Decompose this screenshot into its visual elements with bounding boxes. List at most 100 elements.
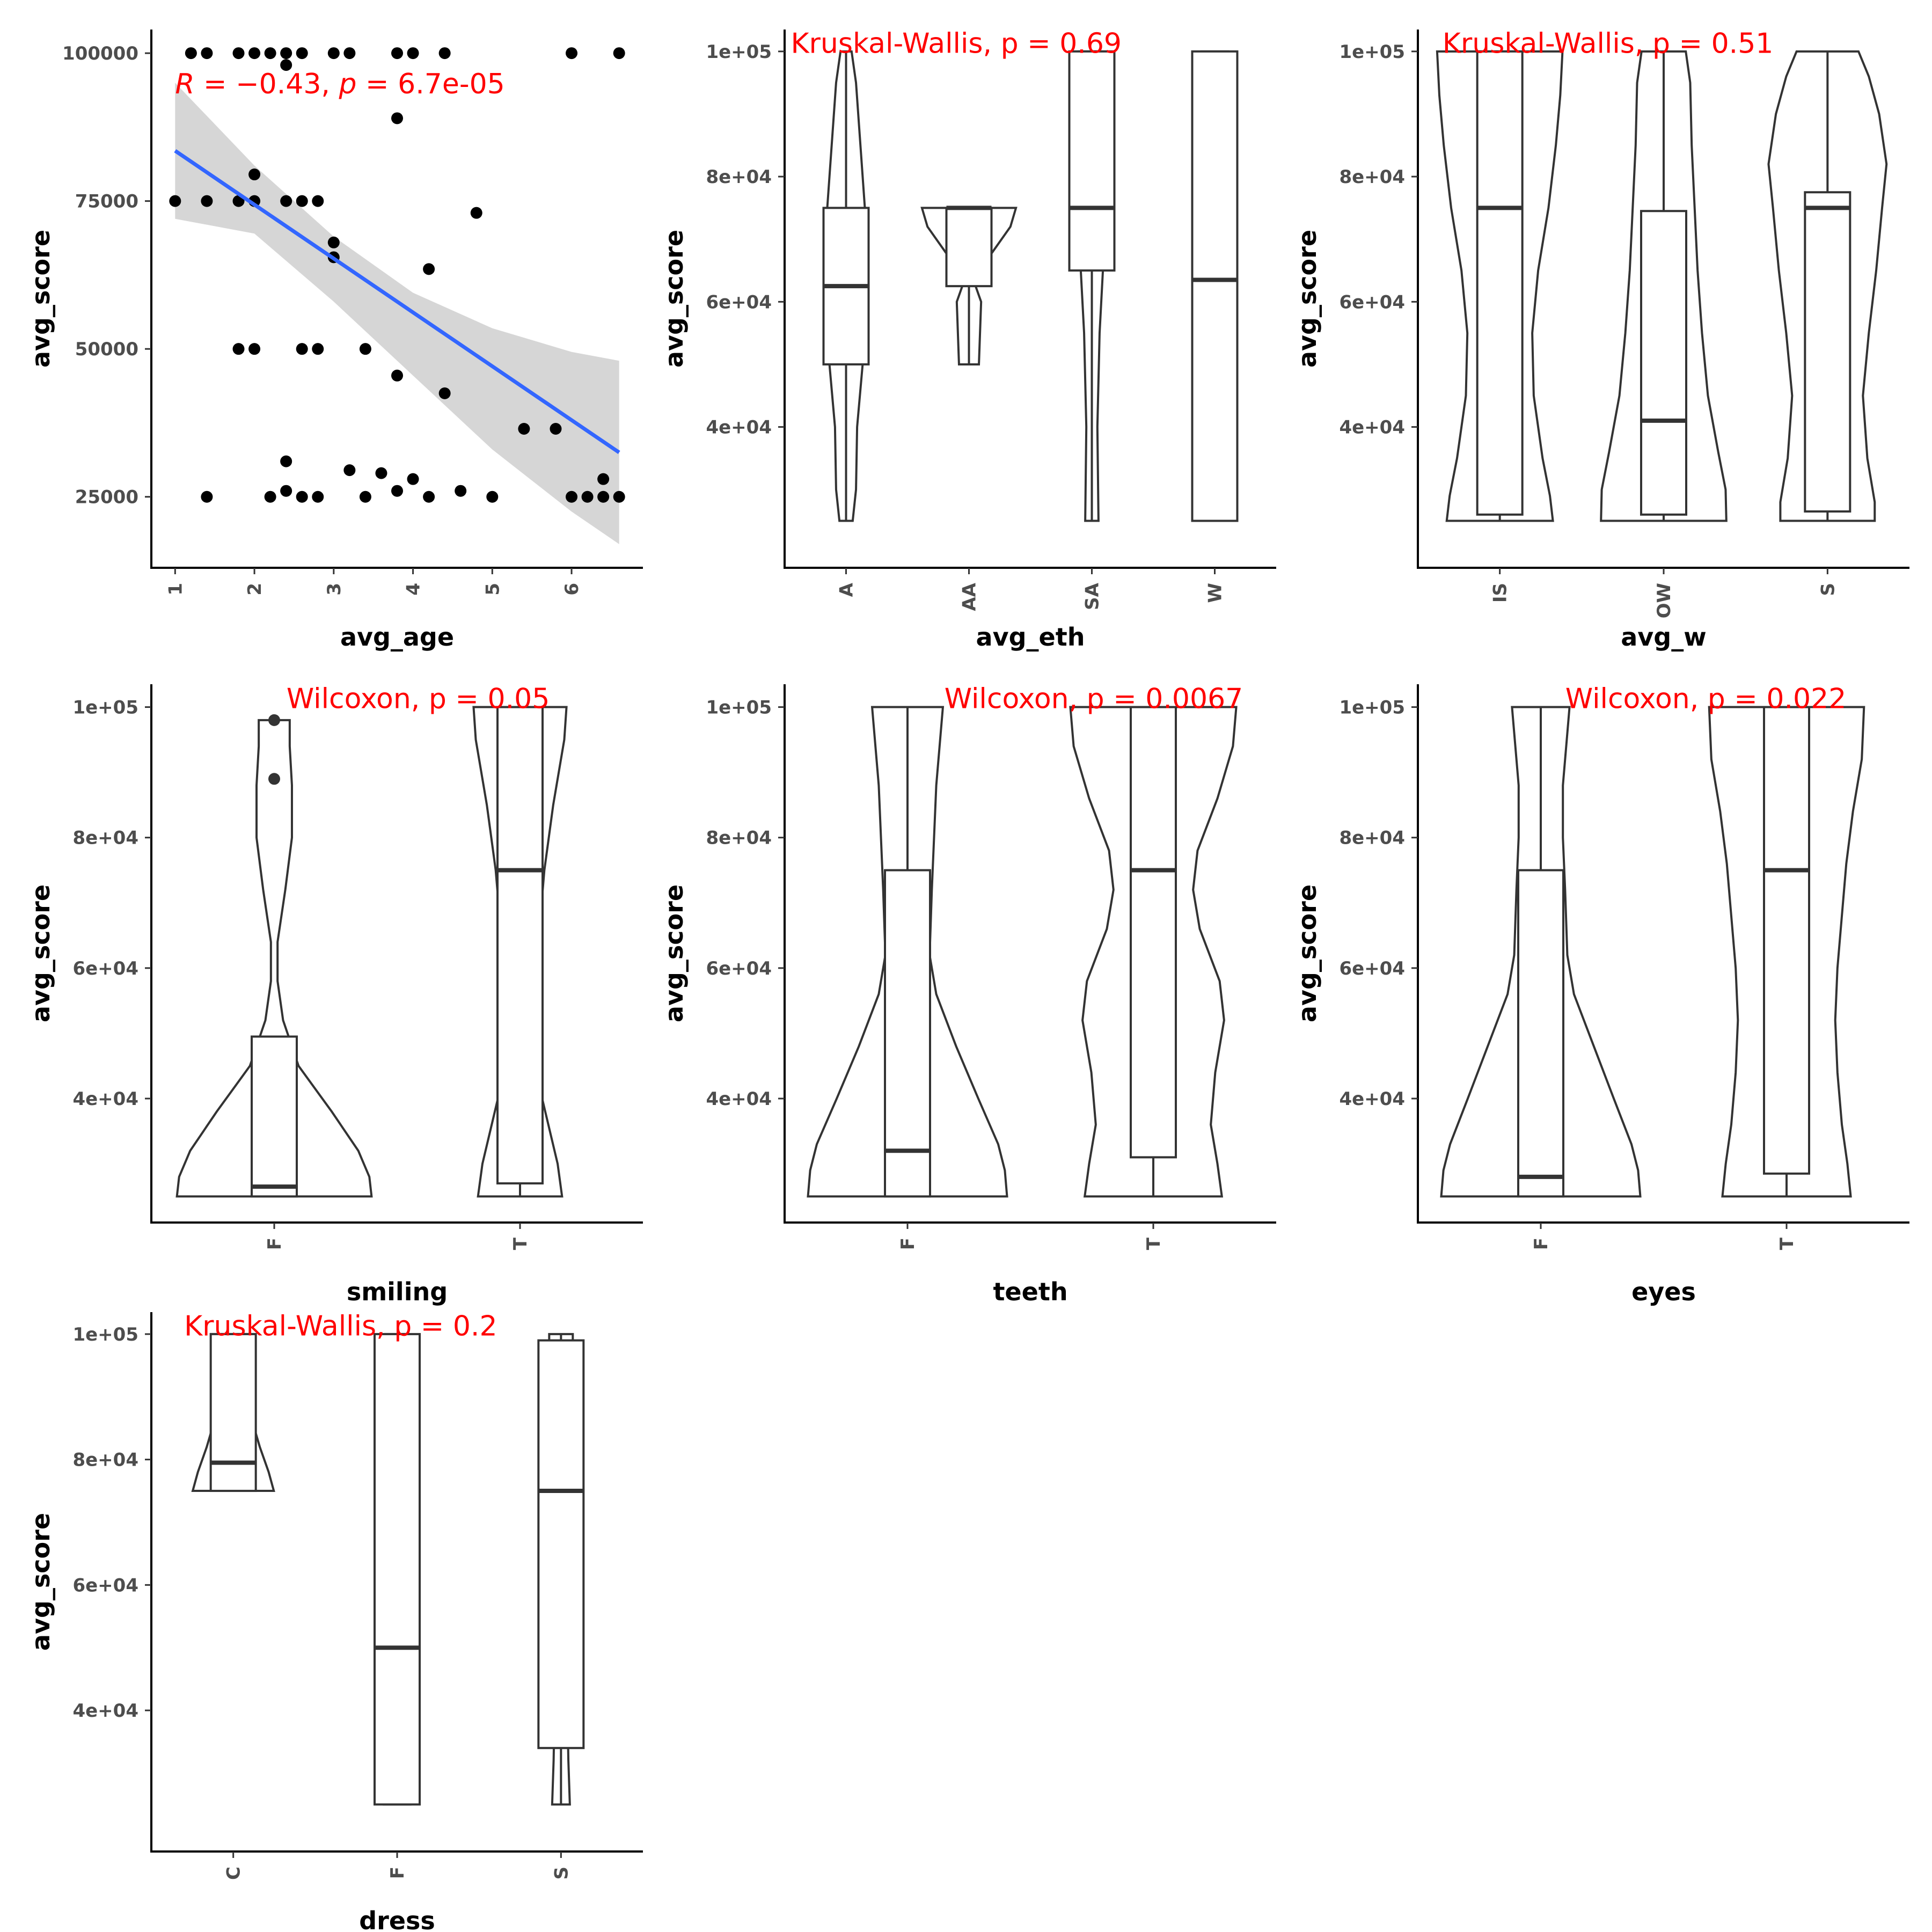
data-point [248, 169, 260, 180]
x-tick-label: W [1205, 583, 1226, 603]
box-F [252, 1037, 297, 1197]
y-tick-label: 8e+04 [706, 166, 772, 188]
x-tick-label: F [1531, 1238, 1552, 1250]
x-axis-title: avg_age [340, 623, 454, 652]
x-tick-label: T [1143, 1237, 1165, 1250]
x-tick-label: OW [1653, 583, 1675, 618]
confidence-band [175, 83, 619, 544]
data-point [248, 47, 260, 59]
data-point [328, 47, 340, 59]
panel-avg-w: Kruskal-Wallis, p = 0.51 4e+04 6e+04 8e+04 1… [1293, 27, 1909, 652]
y-axis-title: avg_score [1293, 884, 1322, 1022]
x-tick-label: F [264, 1238, 286, 1250]
box-T [497, 707, 543, 1184]
data-point [201, 195, 213, 207]
x-tick-label: T [1776, 1237, 1798, 1250]
data-point [391, 47, 403, 59]
x-tick-label: 6 [561, 583, 583, 596]
outlier-point [268, 714, 280, 726]
y-axis-title: avg_score [1293, 230, 1322, 368]
box-SA [1070, 52, 1115, 270]
y-tick-label: 4e+04 [706, 1088, 772, 1110]
y-tick-label: 6e+04 [1339, 291, 1405, 313]
x-tick-label: T [510, 1237, 531, 1250]
panel-smiling: Wilcoxon, p = 0.05 4e+04 6e+04 8e+04 1e+05 F T… [26, 683, 643, 1306]
x-tick-label: F [387, 1867, 408, 1879]
y-tick-label: 25000 [75, 487, 138, 508]
y-tick-label: 8e+04 [1339, 828, 1405, 849]
data-point [280, 47, 292, 59]
stat-label: Kruskal-Wallis, p = 0.51 [1443, 27, 1774, 60]
x-tick-label: 4 [403, 583, 425, 596]
stat-label-part: = −0.43, [194, 68, 339, 100]
data-point [597, 491, 609, 503]
data-point [296, 47, 308, 59]
x-tick-label: SA [1082, 582, 1103, 610]
x-tick-label: 1 [165, 583, 186, 596]
x-axis-title: teeth [993, 1277, 1067, 1306]
x-tick-label: IS [1490, 583, 1511, 603]
y-tick-label: 1e+05 [1339, 41, 1405, 63]
data-point [486, 491, 498, 503]
box-IS [1477, 52, 1523, 515]
data-point [328, 237, 340, 248]
data-point [312, 491, 324, 503]
y-tick-label: 6e+04 [72, 958, 138, 979]
data-point [233, 47, 245, 59]
data-point [343, 47, 355, 59]
data-point [423, 263, 435, 275]
y-tick-label: 4e+04 [1339, 417, 1405, 438]
y-tick-label: 75000 [75, 191, 138, 213]
data-point [265, 47, 276, 59]
stat-label-part: = 6.7e-05 [357, 68, 505, 100]
x-tick-label: S [551, 1867, 572, 1880]
box-AA [947, 208, 992, 286]
stat-label: Wilcoxon, p = 0.0067 [945, 683, 1243, 715]
x-tick-label: F [897, 1238, 919, 1250]
box-T [1131, 707, 1176, 1158]
y-tick-label: 4e+04 [72, 1700, 138, 1722]
x-axis-title: avg_eth [976, 623, 1085, 652]
x-tick-label: AA [959, 582, 980, 611]
data-point [201, 47, 213, 59]
y-tick-label: 6e+04 [706, 958, 772, 979]
x-axis-title: dress [359, 1906, 435, 1932]
x-tick-label: 2 [244, 583, 266, 596]
data-point [566, 47, 577, 59]
box-S [1805, 192, 1850, 511]
box-F [375, 1334, 420, 1804]
y-axis-title: avg_score [660, 230, 689, 368]
data-point [343, 464, 355, 476]
data-point [280, 456, 292, 467]
data-point [471, 207, 482, 219]
data-point [613, 47, 625, 59]
x-tick-label: C [223, 1867, 245, 1880]
y-axis-title: avg_score [660, 884, 689, 1022]
stat-label-part: p [339, 68, 357, 100]
box-F [885, 870, 930, 1196]
box-OW [1641, 211, 1686, 515]
box-S [538, 1341, 583, 1748]
x-axis-title: avg_w [1621, 623, 1706, 652]
y-tick-label: 1e+05 [706, 41, 772, 63]
outlier-point [268, 773, 280, 785]
box-T [1764, 707, 1809, 1174]
data-point [169, 195, 181, 207]
x-tick-label: 3 [324, 583, 345, 596]
panel-dress: Kruskal-Wallis, p = 0.2 4e+04 6e+04 8e+04 1e… [26, 1310, 643, 1932]
data-point [296, 343, 308, 355]
data-point [391, 485, 403, 497]
stat-label: Kruskal-Wallis, p = 0.2 [184, 1310, 497, 1342]
data-point [248, 343, 260, 355]
y-tick-label: 1e+05 [72, 697, 138, 719]
data-point [439, 387, 451, 399]
y-tick-label: 6e+04 [72, 1575, 138, 1596]
data-point [280, 485, 292, 497]
data-point [407, 47, 419, 59]
data-point [312, 343, 324, 355]
data-point [439, 47, 451, 59]
x-tick-label: A [836, 582, 858, 597]
data-point [582, 491, 594, 503]
panel-avg-eth: Kruskal-Wallis, p = 0.69 4e+04 6e+04 8e+04 1… [660, 27, 1276, 652]
x-axis-title: smiling [347, 1277, 448, 1306]
